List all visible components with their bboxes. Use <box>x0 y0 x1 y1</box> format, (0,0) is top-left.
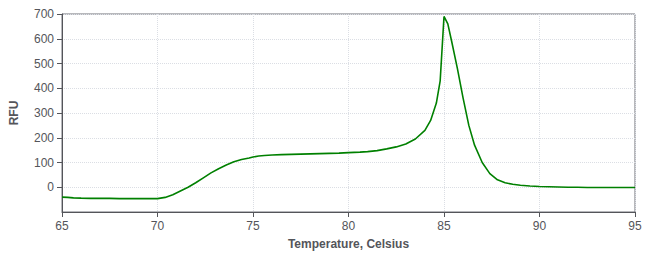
svg-text:600: 600 <box>34 32 54 46</box>
svg-text:80: 80 <box>342 219 356 233</box>
svg-text:RFU: RFU <box>7 101 21 126</box>
svg-text:Temperature, Celsius: Temperature, Celsius <box>288 237 409 251</box>
svg-text:0: 0 <box>47 180 54 194</box>
svg-text:70: 70 <box>151 219 165 233</box>
svg-text:700: 700 <box>34 7 54 21</box>
svg-text:85: 85 <box>437 219 451 233</box>
svg-text:100: 100 <box>34 156 54 170</box>
svg-text:65: 65 <box>55 219 69 233</box>
svg-text:90: 90 <box>533 219 547 233</box>
svg-text:400: 400 <box>34 81 54 95</box>
svg-text:500: 500 <box>34 57 54 71</box>
svg-text:75: 75 <box>246 219 260 233</box>
svg-text:95: 95 <box>628 219 642 233</box>
svg-text:300: 300 <box>34 106 54 120</box>
svg-text:200: 200 <box>34 131 54 145</box>
